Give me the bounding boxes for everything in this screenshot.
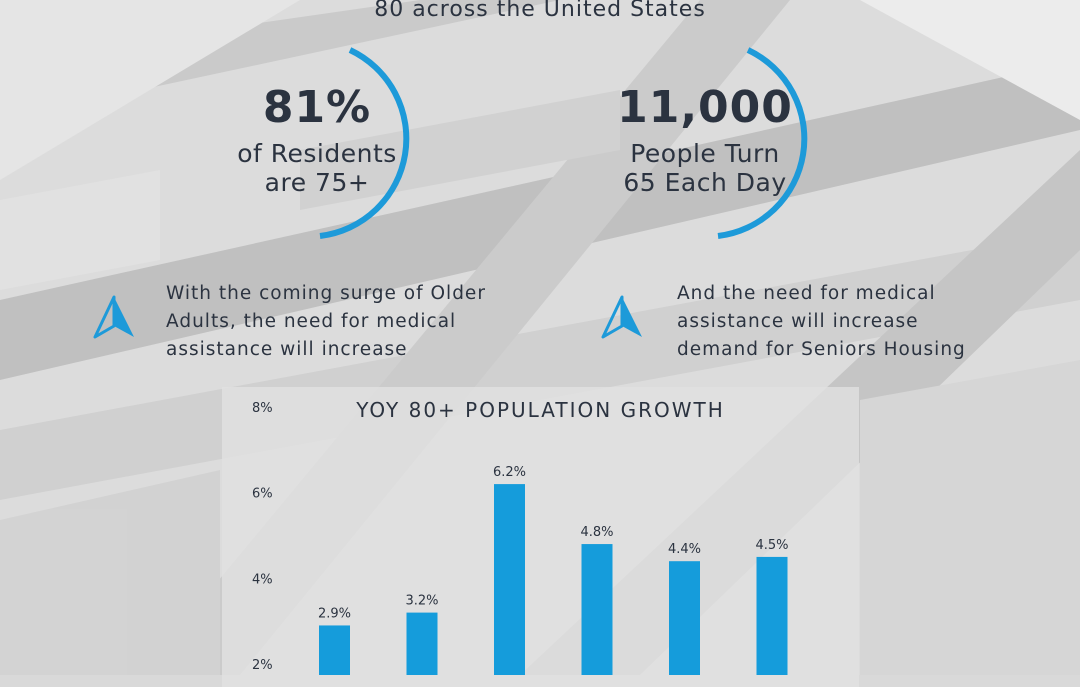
bar-value-label: 3.2% (405, 594, 438, 609)
chart-panel: 2% 4% 6% 8% 2.9% 3.2% 6.2% 4.8% 4.4% 4.5% (222, 387, 859, 687)
stat-label-line2: 65 Each Day (623, 168, 787, 197)
note-line: With the coming surge of Older (166, 283, 486, 304)
y-tick-label: 6% (252, 487, 273, 502)
bar (756, 556, 788, 675)
bar-value-label: 4.4% (668, 542, 701, 557)
ring-arc-right (717, 47, 808, 239)
navigation-arrow-icon (601, 295, 642, 339)
ring-arc-left (319, 47, 410, 239)
bar-chart: 2% 4% 6% 8% 2.9% 3.2% 6.2% 4.8% 4.4% 4.5% (252, 401, 789, 675)
stat-ring-right (717, 47, 808, 239)
note-seniors-housing: And the need for medical assistance will… (677, 280, 1077, 364)
bar (494, 484, 525, 675)
chart-title: YOY 80+ POPULATION GROWTH (356, 398, 725, 422)
y-tick-label: 2% (252, 658, 273, 673)
stat-residents: 81% of Residents are 75+ (192, 82, 442, 198)
bar (669, 561, 700, 675)
bar (319, 625, 350, 675)
bar-value-label: 4.5% (755, 538, 788, 553)
stat-label-line2: are 75+ (264, 168, 370, 197)
bar (406, 612, 438, 675)
stat-value: 11,000 (617, 82, 793, 133)
bar-value-label: 6.2% (493, 465, 526, 480)
bar (581, 544, 613, 675)
bar-value-label: 4.8% (580, 525, 613, 540)
note-line: Adults, the need for medical (166, 311, 457, 332)
note-line: assistance will increase (166, 339, 408, 360)
stat-people-turn-65: 11,000 People Turn 65 Each Day (580, 82, 830, 198)
navigation-arrow-icon (93, 295, 134, 339)
headline-text: 80 across the United States (374, 0, 706, 22)
stat-value: 81% (262, 82, 372, 133)
y-tick-label: 4% (252, 572, 273, 587)
note-line: And the need for medical (677, 283, 936, 304)
note-line: demand for Seniors Housing (677, 339, 966, 360)
note-line: assistance will increase (677, 311, 919, 332)
note-older-adults: With the coming surge of Older Adults, t… (166, 280, 546, 364)
stat-ring-left (319, 47, 410, 239)
stat-label-line1: of Residents (237, 139, 397, 168)
stat-label-line1: People Turn (630, 139, 780, 168)
bar-value-label: 2.9% (318, 606, 351, 621)
y-tick-label: 8% (252, 401, 273, 416)
